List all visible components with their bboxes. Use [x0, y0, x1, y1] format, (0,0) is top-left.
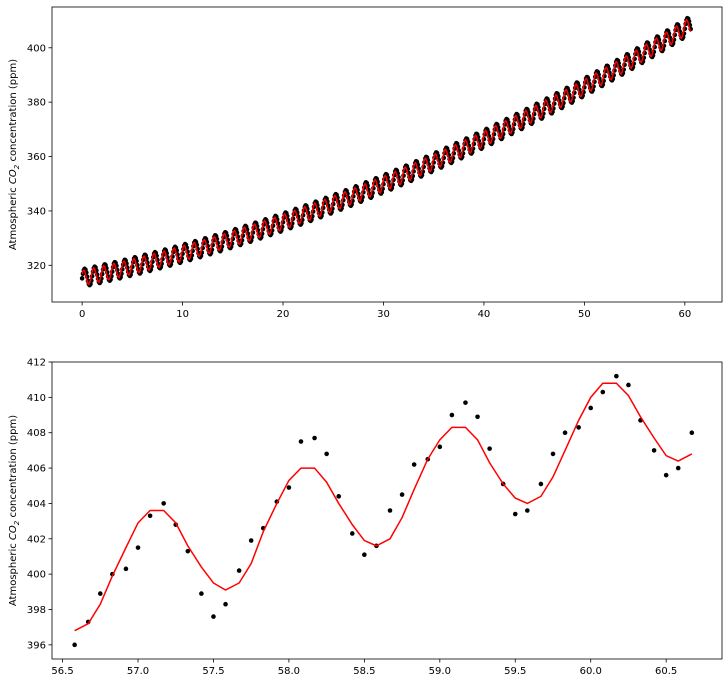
data-point	[463, 400, 468, 405]
data-point	[437, 444, 443, 450]
data-point	[487, 446, 492, 451]
data-point	[97, 591, 103, 596]
data-point	[387, 508, 393, 513]
y-tick-label: 404	[27, 499, 46, 510]
data-point	[79, 276, 85, 281]
data-point	[312, 435, 317, 441]
axes-frame	[51, 361, 723, 660]
x-tick-label: 30	[377, 309, 390, 320]
x-tick-label: 59.5	[504, 666, 526, 677]
data-point	[562, 430, 568, 436]
fit-line	[74, 382, 693, 632]
data-point	[626, 382, 631, 388]
y-tick-label: 396	[27, 640, 46, 651]
data-point	[614, 373, 619, 379]
data-point	[399, 492, 405, 497]
y-tick-label: 412	[27, 358, 46, 369]
y-tick-label: 320	[27, 261, 46, 272]
data-point	[349, 531, 355, 536]
data-point	[286, 485, 292, 490]
y-tick-label: 410	[27, 393, 46, 404]
data-point	[248, 538, 254, 543]
x-tick-label: 58.5	[353, 666, 375, 677]
data-point	[199, 591, 204, 596]
chart-panel-top: 0 10 20 30 40 50 60 320 340 360 380 400 Atmospheric …	[8, 6, 723, 320]
y-tick-label: 360	[27, 152, 46, 163]
data-point	[135, 545, 141, 550]
data-point	[588, 405, 594, 411]
x-tick-label: 20	[277, 309, 290, 320]
data-point	[600, 389, 606, 395]
data-point	[211, 614, 216, 619]
fit-line	[81, 18, 692, 286]
data-point	[362, 552, 367, 557]
data-point	[223, 601, 228, 607]
x-tick-label: 10	[176, 309, 189, 320]
data-point	[336, 494, 342, 499]
data-point	[689, 430, 695, 436]
data-point	[72, 642, 77, 648]
data-point	[161, 501, 166, 506]
axes-frame	[51, 6, 723, 303]
data-point	[651, 448, 657, 453]
x-tick-label: 58.0	[278, 666, 300, 677]
x-tick-label: 40	[478, 309, 491, 320]
x-tick-label: 56.5	[51, 666, 73, 677]
data-points-series	[72, 373, 695, 648]
x-tick-label: 0	[79, 309, 85, 320]
y-tick-label: 400	[27, 43, 46, 54]
x-tick-label: 57.0	[127, 666, 149, 677]
data-point	[185, 548, 191, 554]
chart-panel-bottom: 56.5 57.0 57.5 58.0 58.5 59.0 59.5 60.0 60.5 396 3…	[8, 358, 723, 677]
data-point	[675, 465, 681, 471]
y-tick-label: 398	[27, 605, 46, 616]
data-point	[475, 414, 480, 420]
y-tick-label: 400	[27, 570, 46, 581]
data-point	[663, 472, 669, 478]
data-point	[449, 412, 455, 418]
y-tick-label: 406	[27, 464, 46, 475]
y-tick-label: 408	[27, 428, 46, 439]
y-axis-label: Atmospheric CO2 concentration (ppm)	[8, 415, 21, 606]
x-tick-label: 50	[578, 309, 591, 320]
data-point	[324, 451, 329, 457]
data-point	[512, 511, 518, 517]
x-tick-label: 60.0	[580, 666, 602, 677]
y-axis-label: Atmospheric CO2 concentration (ppm)	[8, 59, 21, 250]
data-point	[411, 462, 417, 467]
data-point	[147, 513, 153, 519]
data-point	[525, 508, 530, 513]
x-tick-label: 60	[678, 309, 691, 320]
y-tick-label: 340	[27, 206, 46, 217]
data-point	[550, 451, 556, 457]
data-point	[298, 439, 304, 444]
data-point	[538, 481, 544, 487]
data-point	[236, 568, 242, 573]
x-tick-label: 59.0	[429, 666, 451, 677]
data-point	[123, 566, 129, 572]
data-point	[576, 425, 581, 430]
x-tick-label: 57.5	[202, 666, 224, 677]
x-tick-label: 60.5	[655, 666, 677, 677]
y-tick-label: 402	[27, 534, 46, 545]
y-tick-label: 380	[27, 98, 46, 109]
